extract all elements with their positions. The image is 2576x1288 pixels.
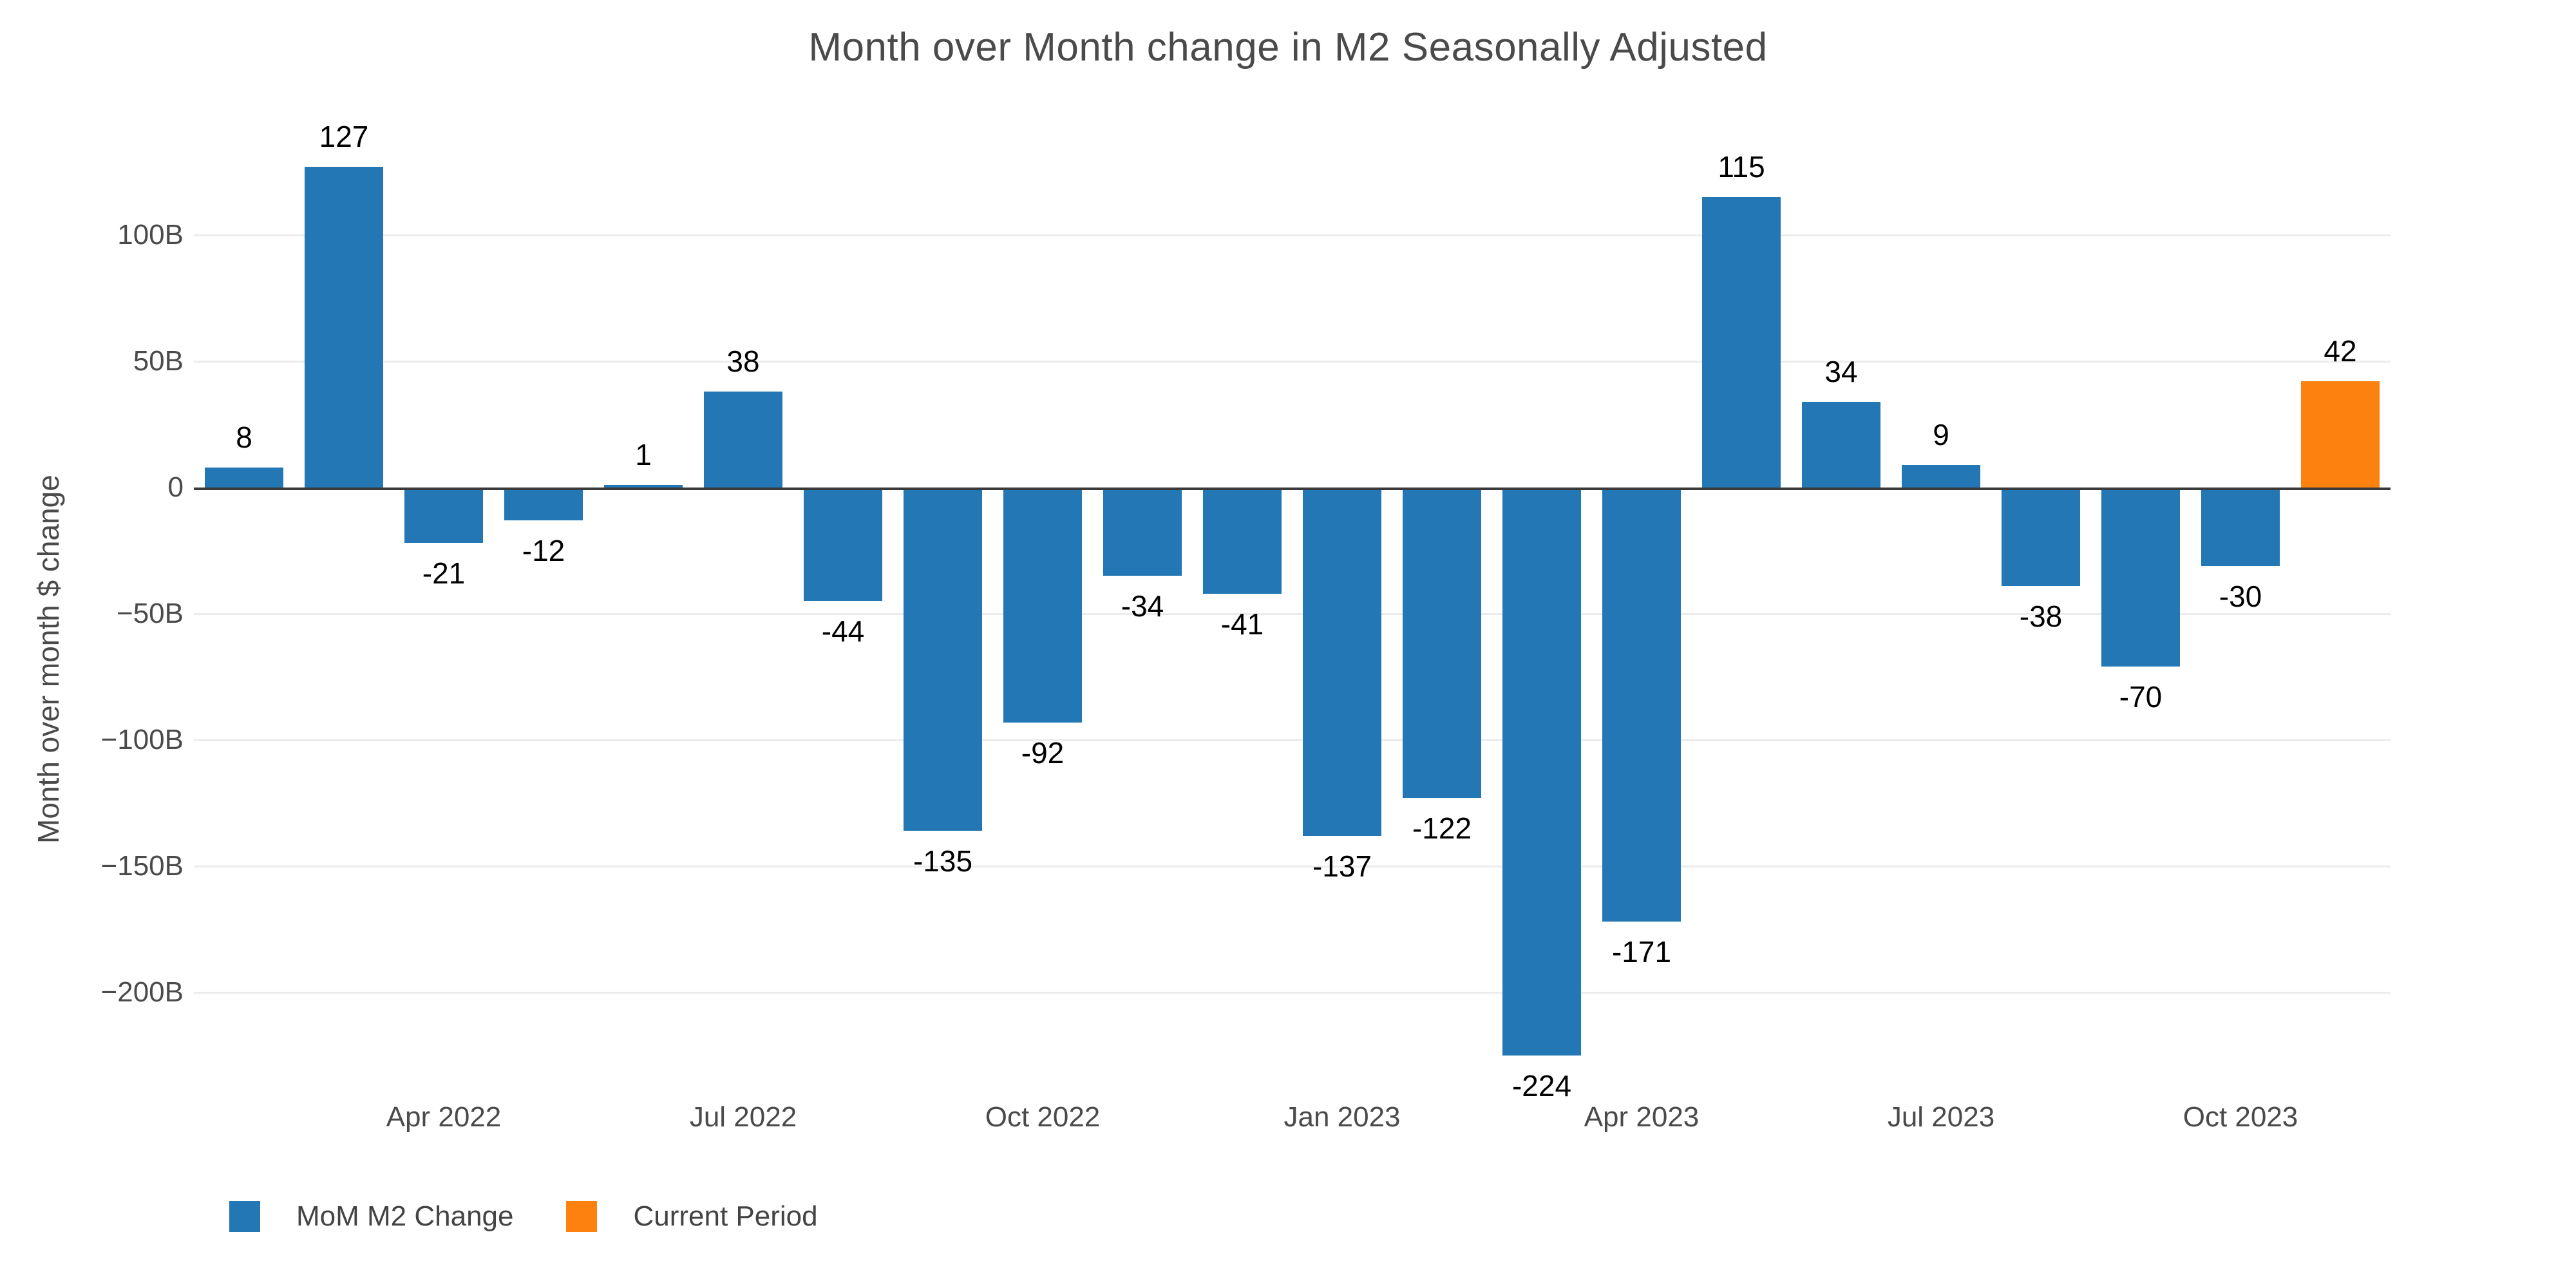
x-tick-label: Jul 2023 [1887,1101,1995,1133]
bar-value-label: -122 [1412,811,1472,845]
bar-value-label: 8 [236,421,252,454]
bar[interactable] [2201,490,2280,566]
x-tick-label: Oct 2023 [2183,1101,2298,1133]
bar[interactable] [2002,490,2080,586]
legend: MoM M2 Change Current Period [229,1200,818,1233]
bar[interactable] [1403,490,1481,798]
bar-value-label: 127 [319,120,369,153]
y-tick-label: 100B [117,219,184,251]
bar-value-label: -92 [1021,736,1065,770]
legend-swatch [566,1201,598,1232]
bar[interactable] [804,490,882,601]
zero-line [194,488,2391,490]
bar[interactable] [904,490,982,831]
x-tick-label: Apr 2023 [1584,1101,1700,1133]
bar-value-label: -135 [913,844,973,878]
gridline [194,866,2391,867]
bar-value-label: -137 [1312,849,1372,883]
bar[interactable] [1702,197,1781,488]
chart-title: Month over Month change in M2 Seasonally… [808,25,1768,70]
bar-value-label: 38 [726,345,760,378]
bar-value-label: -41 [1220,607,1264,641]
bar[interactable] [305,167,383,488]
gridline [194,739,2391,741]
y-tick-label: −100B [100,724,184,755]
y-tick-label: −50B [117,598,184,629]
y-tick-label: −200B [100,976,184,1008]
bar[interactable] [404,490,483,543]
gridline [194,234,2391,236]
bar-value-label: 1 [635,438,652,471]
bar-value-label: 115 [1718,150,1765,184]
bar-value-label: -224 [1511,1069,1572,1103]
bar[interactable] [1602,490,1681,922]
bar-value-label: 9 [1933,418,1949,451]
bar[interactable] [704,392,782,488]
bar-value-label: -12 [522,534,565,567]
bar[interactable] [1103,490,1182,576]
bar-value-label: -44 [821,614,865,648]
bar[interactable] [1802,402,1880,488]
y-tick-label: 50B [133,345,184,377]
bar[interactable] [2101,490,2180,667]
bar[interactable] [205,468,283,488]
y-axis-title: Month over month $ change [32,475,65,844]
legend-item-current-period[interactable]: Current Period [566,1200,818,1233]
bar[interactable] [1203,490,1282,594]
bar[interactable] [1902,465,1980,488]
bar[interactable] [504,490,583,520]
bar-value-label: -34 [1121,589,1164,623]
x-tick-label: Jan 2023 [1283,1101,1401,1133]
legend-label: MoM M2 Change [296,1200,514,1232]
gridline [194,613,2391,615]
y-tick-label: −150B [100,850,184,882]
bar[interactable] [1003,490,1082,723]
legend-label: Current Period [633,1200,818,1232]
x-tick-label: Apr 2022 [386,1101,502,1133]
gridline [194,361,2391,363]
y-tick-label: 0 [167,471,184,503]
legend-swatch [229,1201,260,1232]
bar-value-label: -21 [422,556,466,590]
bar-value-label: -30 [2219,580,2262,613]
bar[interactable] [1502,490,1581,1056]
bar-value-label: -70 [2119,680,2163,714]
bar[interactable] [604,485,683,488]
bar[interactable] [1303,490,1381,836]
bar-value-label: 42 [2324,334,2357,368]
bar-value-label: -171 [1611,935,1672,969]
x-tick-label: Oct 2022 [985,1101,1101,1133]
x-tick-label: Jul 2022 [689,1101,797,1133]
bar-current-period[interactable] [2301,381,2380,488]
gridline [194,992,2391,994]
legend-item-mom-m2-change[interactable]: MoM M2 Change [229,1200,513,1233]
bar-value-label: -38 [2019,600,2063,633]
bar-value-label: 34 [1824,355,1858,388]
